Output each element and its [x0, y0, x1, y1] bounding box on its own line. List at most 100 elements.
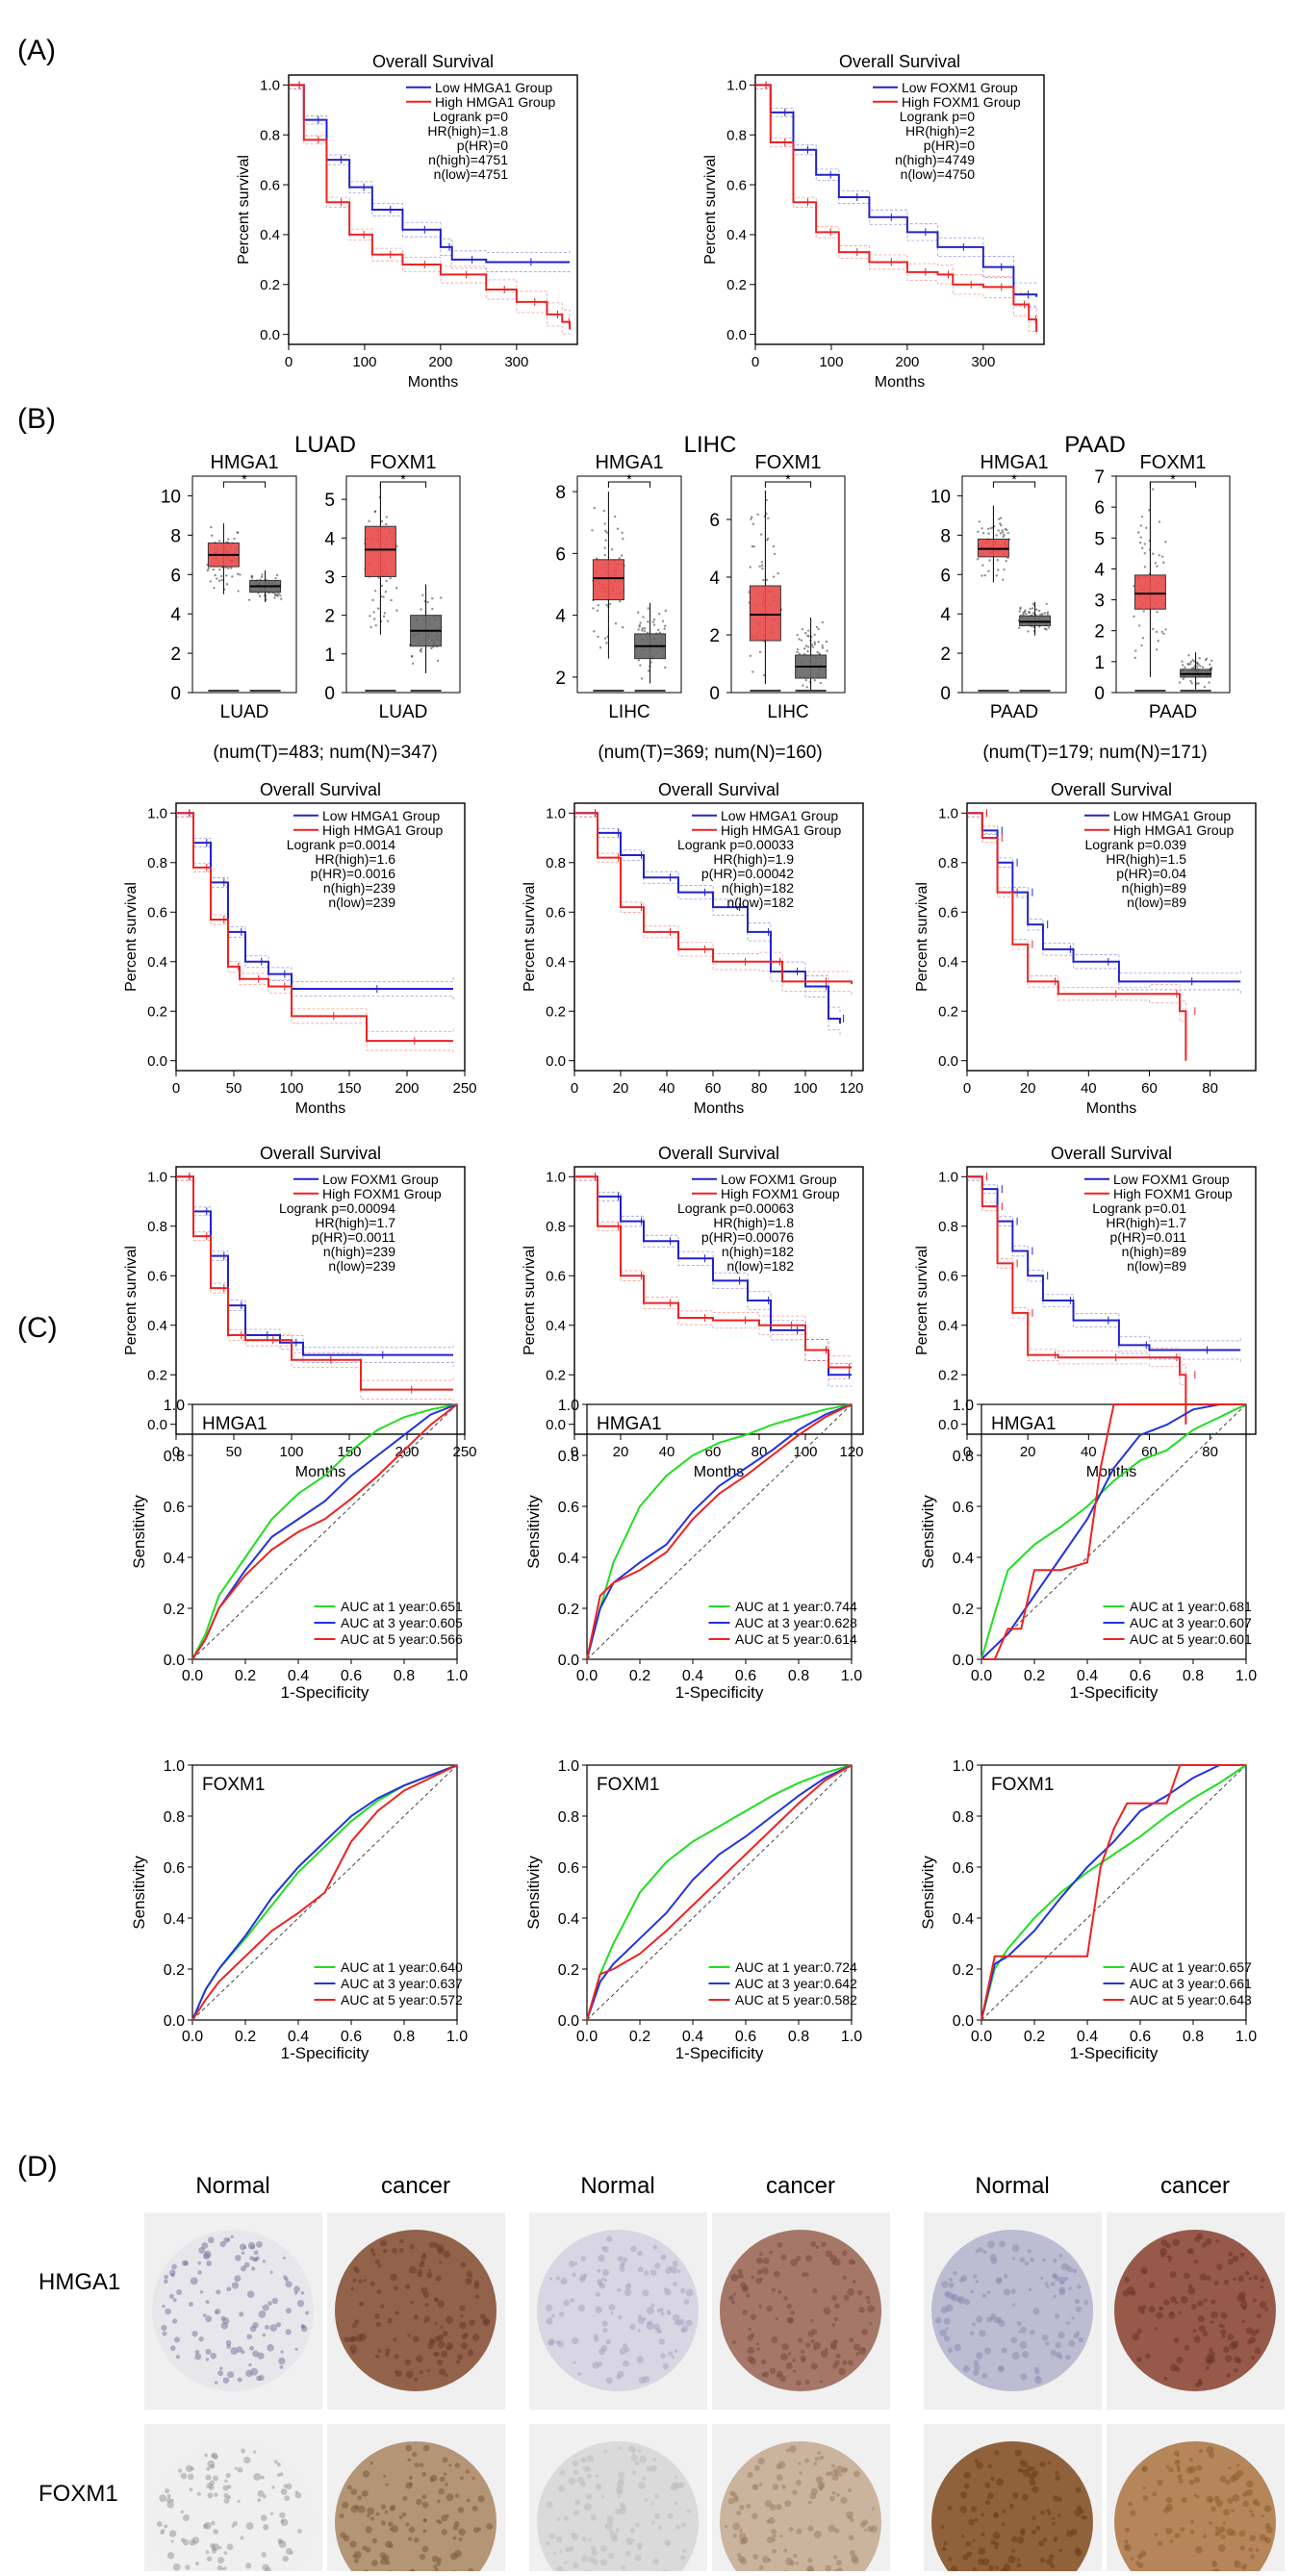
ihc-texture-dot — [847, 2288, 854, 2296]
ihc-texture-dot — [1245, 2271, 1250, 2276]
ihc-texture-dot — [250, 2244, 255, 2249]
ihc-texture-dot — [594, 2336, 599, 2341]
ihc-texture-dot — [1203, 2331, 1209, 2336]
ihc-texture-dot — [241, 2265, 246, 2271]
roc-gene-label: FOXM1 — [991, 1775, 1054, 1795]
ihc-texture-dot — [834, 2317, 838, 2321]
ihc-texture-dot — [563, 2300, 570, 2307]
ihc-texture-dot — [1020, 2341, 1028, 2349]
boxplot-ytick-label: 0 — [1094, 684, 1105, 704]
ihc-texture-dot — [810, 2241, 816, 2247]
boxplot-point — [1152, 628, 1154, 630]
ihc-texture-dot — [657, 2309, 661, 2312]
ihc-texture-dot — [1040, 2558, 1045, 2563]
boxplot-point — [641, 677, 643, 679]
boxplot-point — [622, 538, 624, 540]
ihc-texture-dot — [807, 2558, 812, 2563]
ihc-texture-dot — [573, 2361, 575, 2363]
boxplot-cancer-label: PAAD — [990, 702, 1038, 722]
ihc-texture-dot — [1128, 2502, 1133, 2507]
ihc-texture-dot — [441, 2326, 444, 2329]
km-xtick-label: 0 — [963, 1080, 971, 1097]
roc-ytick-label: 0.0 — [164, 1653, 185, 1669]
ihc-texture-dot — [443, 2457, 448, 2462]
km-stat-text: n(low)=239 — [328, 895, 395, 910]
roc-ytick-label: 0.8 — [558, 1809, 579, 1826]
boxplot-gene-label: FOXM1 — [1140, 452, 1207, 473]
ihc-texture-dot — [858, 2307, 865, 2313]
ihc-texture-dot — [263, 2304, 269, 2311]
ihc-texture-dot — [798, 2462, 801, 2465]
ihc-texture-dot — [738, 2556, 745, 2563]
ihc-texture-dot — [634, 2461, 639, 2465]
ihc-texture-dot — [569, 2260, 575, 2267]
ihc-texture-dot — [183, 2514, 190, 2521]
ihc-texture-dot — [857, 2290, 862, 2295]
ihc-texture-dot — [1249, 2510, 1252, 2513]
boxplot-ytick-label: 4 — [324, 529, 335, 549]
ihc-texture-dot — [1195, 2546, 1203, 2554]
km-xtick-label: 60 — [1141, 1080, 1158, 1097]
ihc-texture-dot — [771, 2529, 777, 2535]
ihc-texture-dot — [1004, 2288, 1010, 2295]
boxplot-ytick-label: 2 — [940, 644, 951, 665]
ihc-texture-dot — [351, 2505, 359, 2513]
ihc-texture-dot — [372, 2538, 377, 2543]
km-ylabel: Percent survival — [123, 1246, 140, 1355]
ihc-texture-dot — [651, 2520, 655, 2524]
ihc-texture-dot — [393, 2337, 396, 2341]
boxplot-ytick-label: 2 — [555, 669, 566, 689]
ihc-texture-dot — [408, 2458, 412, 2462]
ihc-texture-dot — [484, 2318, 490, 2324]
ihc-texture-dot — [370, 2248, 375, 2253]
ihc-texture-dot — [779, 2535, 782, 2538]
boxplot-ytick-label: 3 — [1094, 592, 1105, 612]
ihc-texture-dot — [261, 2514, 267, 2521]
boxplot-point — [988, 559, 990, 561]
boxplot-point — [1162, 633, 1164, 635]
boxplot-point — [750, 655, 751, 657]
ihc-texture-dot — [409, 2244, 414, 2249]
boxplot-point — [1144, 552, 1146, 554]
ihc-texture-dot — [1199, 2449, 1203, 2453]
ihc-texture-dot — [443, 2331, 448, 2336]
ihc-texture-dot — [1204, 2298, 1208, 2302]
roc-ylabel: Sensitivity — [524, 1495, 543, 1569]
km-ytick-label: 0.6 — [938, 905, 958, 922]
ihc-texture-dot — [178, 2468, 182, 2472]
km-stat-text: p(HR)=0.011 — [1109, 1229, 1186, 1245]
boxplot-point — [761, 561, 763, 563]
boxplot-point — [1198, 657, 1200, 659]
ihc-texture-dot — [611, 2311, 614, 2314]
km-ytick-label: 0.8 — [546, 855, 566, 871]
roc-auc-label: AUC at 3 year:0.607 — [1130, 1615, 1252, 1630]
ihc-texture-dot — [169, 2294, 174, 2299]
roc-auc-label: AUC at 1 year:0.657 — [1130, 1959, 1252, 1975]
km-ytick-label: 0.6 — [147, 1269, 167, 1285]
km-legend-low: Low FOXM1 Group — [902, 80, 1018, 95]
ihc-texture-dot — [618, 2256, 624, 2261]
ihc-texture-dot — [246, 2334, 252, 2339]
ihc-texture-dot — [1177, 2468, 1180, 2471]
ihc-texture-dot — [458, 2507, 465, 2513]
ihc-texture-dot — [263, 2494, 267, 2498]
roc-ylabel: Sensitivity — [919, 1856, 937, 1930]
boxplot-ytick-label: 4 — [940, 605, 951, 625]
ihc-texture-dot — [157, 2521, 163, 2527]
ihc-texture-dot — [777, 2290, 781, 2294]
boxplot-point — [1047, 613, 1049, 615]
panel-label-b: (B) — [17, 403, 56, 435]
ihc-texture-dot — [1125, 2545, 1129, 2549]
boxplot-point — [597, 636, 599, 638]
roc-auc-label: AUC at 3 year:0.637 — [341, 1976, 463, 1991]
ihc-texture-dot — [456, 2360, 460, 2363]
ihc-texture-dot — [974, 2518, 978, 2522]
boxplot-point — [1134, 649, 1136, 651]
roc-xtick-label: 0.4 — [1077, 2029, 1098, 2045]
ihc-texture-dot — [739, 2529, 743, 2533]
boxplot-point — [1156, 648, 1158, 650]
boxplot-point — [421, 594, 423, 596]
km-ci-line — [289, 85, 570, 316]
km-ytick-label: 0.0 — [546, 1053, 566, 1070]
